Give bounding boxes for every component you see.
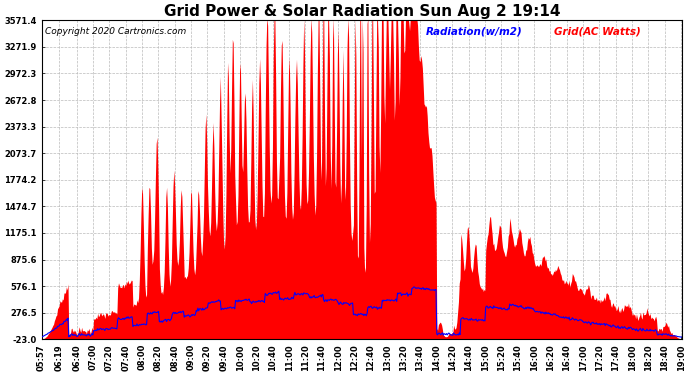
Text: Radiation(w/m2): Radiation(w/m2) (426, 27, 522, 37)
Text: Copyright 2020 Cartronics.com: Copyright 2020 Cartronics.com (45, 27, 186, 36)
Title: Grid Power & Solar Radiation Sun Aug 2 19:14: Grid Power & Solar Radiation Sun Aug 2 1… (164, 4, 560, 19)
Text: Grid(AC Watts): Grid(AC Watts) (554, 27, 641, 37)
